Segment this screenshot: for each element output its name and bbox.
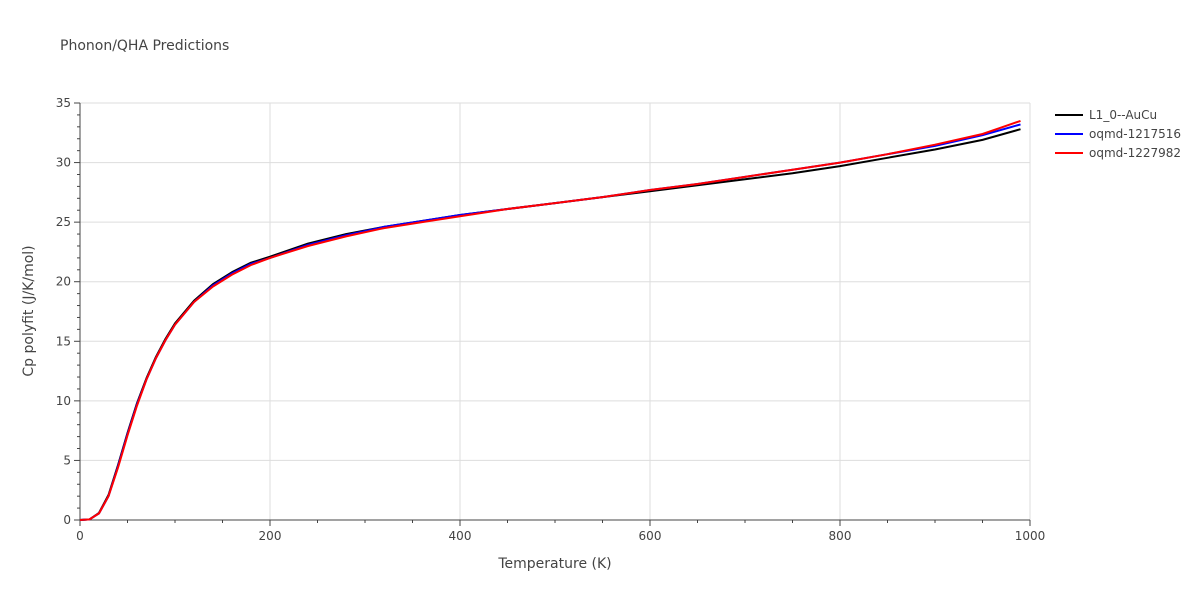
y-tick-label: 35: [56, 96, 71, 110]
y-tick-label: 0: [63, 513, 71, 527]
y-tick-label: 5: [63, 453, 71, 467]
y-tick-label: 20: [56, 275, 71, 289]
chart-title: Phonon/QHA Predictions: [60, 38, 229, 54]
x-tick-label: 600: [639, 529, 662, 543]
x-tick-label: 400: [449, 529, 472, 543]
y-tick-label: 10: [56, 394, 71, 408]
y-tick-label: 25: [56, 215, 71, 229]
grid: [80, 102, 1031, 520]
x-tick-label: 1000: [1015, 529, 1046, 543]
x-tick-label: 800: [829, 529, 852, 543]
legend-label-2: oqmd-1227982: [1089, 146, 1181, 160]
y-tick-label: 30: [56, 156, 71, 170]
axes: 0 200 400 600 800 1000 0 5 10 15 20 25 30 35: [56, 96, 1046, 543]
legend-label-1: oqmd-1217516: [1089, 127, 1181, 141]
y-axis-title: Cp polyfit (J/K/mol): [21, 245, 37, 376]
legend-label-0: L1_0--AuCu: [1089, 108, 1157, 122]
series-line-0: [79, 128, 1021, 521]
legend: L1_0--AuCu oqmd-1217516 oqmd-1227982: [1055, 108, 1181, 160]
x-tick-label: 0: [76, 529, 84, 543]
y-tick-label: 15: [56, 334, 71, 348]
series-line-2: [79, 119, 1021, 521]
x-axis-title: Temperature (K): [497, 556, 611, 572]
series-lines: [79, 119, 1021, 521]
x-tick-label: 200: [259, 529, 282, 543]
